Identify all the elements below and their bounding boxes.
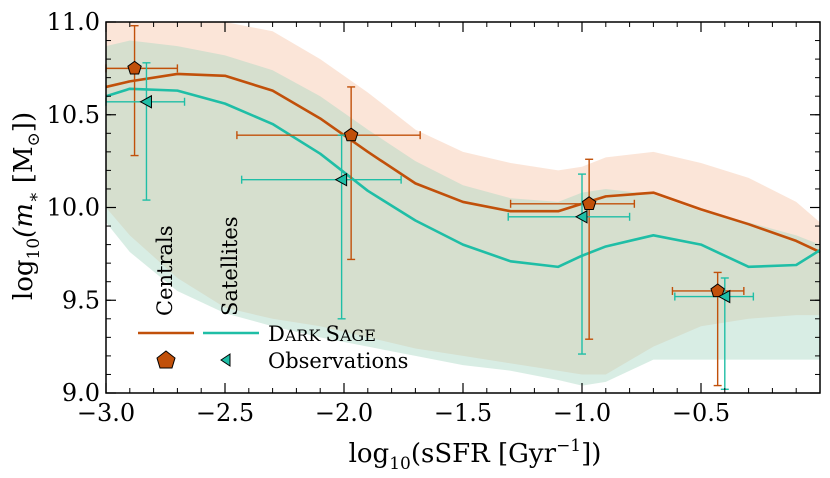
satellites-line xyxy=(105,87,821,269)
shaded-bands xyxy=(106,22,820,386)
centrals-line xyxy=(105,72,821,254)
y-axis-title: log10(m∗ [M⊙]) xyxy=(9,112,44,300)
satellites-observation-point xyxy=(574,209,588,224)
centrals-observation-point xyxy=(581,196,597,210)
centrals-observation-point xyxy=(710,283,725,298)
x-tick-label: −2.5 xyxy=(196,399,254,427)
tick-labels: −3.0 −2.5 −2.0 −1.5 −1.0 −0.5 9.0 9.5 10.0 10.5 11… xyxy=(47,8,731,427)
legend-model-label: DARK SAGE xyxy=(268,322,376,346)
y-tick-label: 9.5 xyxy=(62,286,100,314)
satellites-observation-point xyxy=(139,94,152,109)
legend: Centrals Satellites DARK SAGE Observatio… xyxy=(138,216,408,373)
x-tick-label: −1.5 xyxy=(434,399,492,427)
observation-markers xyxy=(127,60,731,304)
centrals-band xyxy=(106,22,820,375)
y-tick-label: 10.5 xyxy=(47,101,100,129)
y-tick-label: 9.0 xyxy=(62,379,100,407)
x-tick-label: −3.0 xyxy=(77,399,135,427)
model-lines xyxy=(105,72,821,269)
x-tick-label: −0.5 xyxy=(672,399,730,427)
satellites-observation-point xyxy=(717,289,731,304)
satellites-observation-point xyxy=(334,172,348,187)
y-tick-label: 10.0 xyxy=(47,194,100,222)
satellites-band xyxy=(106,40,820,386)
x-tick-label: −1.0 xyxy=(553,399,611,427)
axis-ticks xyxy=(105,21,821,394)
x-tick-label: −2.0 xyxy=(315,399,373,427)
legend-satellites-marker xyxy=(220,353,231,367)
centrals-observation-point xyxy=(343,127,359,142)
x-axis-title: log10(sSFR [Gyr−1]) xyxy=(349,436,602,474)
centrals-observation-point xyxy=(127,60,142,75)
legend-satellites-label: Satellites xyxy=(218,216,242,316)
legend-observations-label: Observations xyxy=(268,349,408,373)
legend-centrals-label: Centrals xyxy=(153,225,177,316)
y-tick-label: 11.0 xyxy=(47,8,100,36)
legend-centrals-marker xyxy=(156,350,176,369)
